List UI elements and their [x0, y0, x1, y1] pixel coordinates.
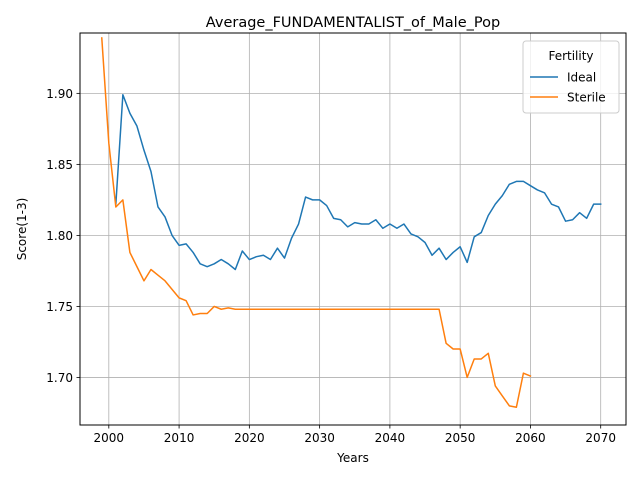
x-axis-ticks: 2000 2010 2020 2030 2040 2050 2060 2070: [94, 425, 616, 445]
x-tick-label: 2000: [94, 431, 125, 445]
y-tick-label: 1.90: [46, 87, 73, 101]
chart-title: Average_FUNDAMENTALIST_of_Male_Pop: [206, 15, 500, 31]
y-tick-label: 1.80: [46, 229, 73, 243]
plot-frame: [79, 32, 627, 426]
series-line-ideal: [115, 94, 602, 271]
x-tick-label: 2050: [445, 431, 476, 445]
y-axis-label: Score(1-3): [15, 198, 29, 261]
x-tick-label: 2030: [304, 431, 335, 445]
y-tick-label: 1.70: [46, 371, 73, 385]
y-tick-label: 1.85: [46, 158, 73, 172]
series-layer: [100, 37, 602, 408]
x-tick-label: 2070: [585, 431, 616, 445]
legend-box: [522, 40, 620, 114]
y-axis-ticks: 1.70 1.75 1.80 1.85 1.90: [46, 87, 80, 385]
grid: [80, 33, 626, 425]
x-tick-label: 2060: [515, 431, 546, 445]
legend-title: Fertility: [548, 49, 593, 63]
x-axis-label: Years: [336, 451, 369, 465]
legend-label-sterile: Sterile: [567, 91, 606, 105]
y-tick-label: 1.75: [46, 300, 73, 314]
x-tick-label: 2020: [234, 431, 265, 445]
x-tick-label: 2040: [375, 431, 406, 445]
legend-label-ideal: Ideal: [567, 71, 596, 85]
legend: Fertility Ideal Sterile: [522, 40, 620, 114]
series-line-sterile: [100, 37, 532, 408]
x-tick-label: 2010: [164, 431, 195, 445]
